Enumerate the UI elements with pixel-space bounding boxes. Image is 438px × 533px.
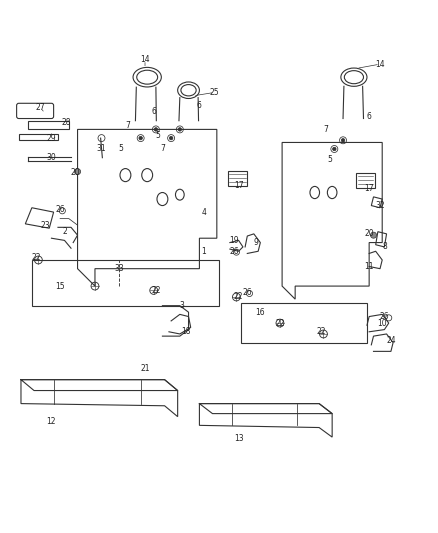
Text: 24: 24 — [386, 336, 396, 345]
Text: 2: 2 — [62, 227, 67, 236]
Text: 29: 29 — [46, 134, 56, 143]
Text: 22: 22 — [151, 286, 161, 295]
Text: 14: 14 — [140, 55, 150, 64]
Text: 5: 5 — [328, 156, 332, 164]
Text: 7: 7 — [160, 144, 165, 154]
Text: 6: 6 — [197, 101, 202, 110]
Text: 7: 7 — [323, 125, 328, 134]
Text: 7: 7 — [125, 120, 130, 130]
Text: 33: 33 — [114, 264, 124, 273]
Text: 9: 9 — [254, 238, 258, 247]
Text: 17: 17 — [364, 184, 374, 192]
Circle shape — [332, 147, 336, 151]
Text: 20: 20 — [364, 229, 374, 238]
Text: 11: 11 — [364, 262, 374, 271]
Text: 19: 19 — [230, 236, 239, 245]
Text: 28: 28 — [62, 118, 71, 127]
Text: 4: 4 — [201, 207, 206, 216]
Circle shape — [371, 232, 377, 238]
Text: 6: 6 — [151, 108, 156, 117]
Text: 22: 22 — [234, 293, 244, 302]
Text: 10: 10 — [378, 319, 387, 328]
Text: 6: 6 — [367, 112, 371, 121]
Text: 16: 16 — [255, 308, 265, 317]
Text: 30: 30 — [46, 153, 57, 162]
Text: 22: 22 — [275, 319, 285, 328]
Text: 14: 14 — [375, 60, 385, 69]
Circle shape — [139, 136, 142, 140]
Text: 1: 1 — [201, 247, 206, 256]
Circle shape — [170, 136, 173, 140]
Text: 3: 3 — [180, 301, 184, 310]
Text: 5: 5 — [155, 132, 160, 140]
Circle shape — [178, 128, 182, 131]
Text: 26: 26 — [55, 205, 65, 214]
Text: 22: 22 — [32, 253, 41, 262]
Text: 12: 12 — [47, 416, 56, 425]
Text: 25: 25 — [210, 88, 219, 97]
Circle shape — [341, 139, 345, 142]
Circle shape — [154, 128, 158, 131]
Text: 13: 13 — [234, 434, 244, 443]
Text: 5: 5 — [119, 144, 124, 154]
Text: 22: 22 — [317, 327, 326, 336]
Text: 18: 18 — [182, 327, 191, 336]
Text: 15: 15 — [55, 281, 65, 290]
Text: 26: 26 — [230, 247, 239, 256]
Text: 8: 8 — [382, 243, 387, 252]
Text: 32: 32 — [375, 201, 385, 210]
Text: 31: 31 — [97, 144, 106, 154]
Text: 17: 17 — [234, 181, 244, 190]
Text: 27: 27 — [36, 103, 46, 112]
Text: 21: 21 — [140, 364, 150, 373]
Circle shape — [74, 168, 81, 175]
Text: 26: 26 — [243, 288, 252, 297]
Text: 23: 23 — [40, 221, 50, 230]
Text: 20: 20 — [71, 168, 80, 177]
Text: 26: 26 — [380, 312, 389, 321]
